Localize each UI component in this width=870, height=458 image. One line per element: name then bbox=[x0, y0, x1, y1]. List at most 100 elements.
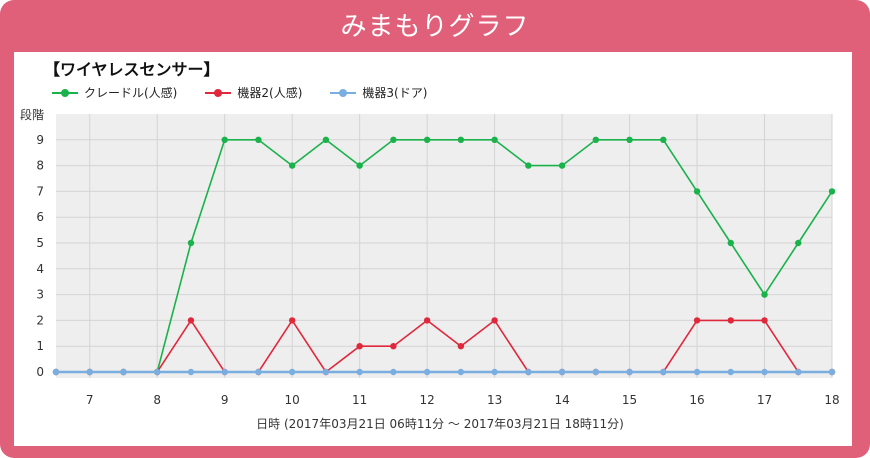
legend-swatch-series-1 bbox=[205, 87, 232, 99]
data-point[interactable] bbox=[423, 317, 431, 324]
data-point[interactable] bbox=[288, 368, 296, 376]
data-point[interactable] bbox=[322, 368, 330, 376]
data-point[interactable] bbox=[761, 291, 768, 298]
data-point[interactable] bbox=[322, 136, 330, 143]
x-tick-label: 9 bbox=[221, 393, 229, 407]
data-point[interactable] bbox=[423, 368, 431, 376]
data-point[interactable] bbox=[558, 368, 566, 376]
series-2 bbox=[52, 368, 836, 376]
data-point[interactable] bbox=[187, 368, 195, 376]
data-point[interactable] bbox=[693, 317, 701, 324]
data-point[interactable] bbox=[592, 136, 600, 143]
x-tick-label: 14 bbox=[554, 393, 569, 407]
data-point[interactable] bbox=[356, 368, 363, 376]
data-point[interactable] bbox=[660, 368, 667, 376]
data-point[interactable] bbox=[727, 317, 734, 324]
y-tick-label: 2 bbox=[36, 313, 44, 327]
data-point[interactable] bbox=[525, 368, 532, 376]
legend-item-series-0[interactable]: クレードル(人感) bbox=[52, 84, 177, 101]
x-tick-label: 10 bbox=[285, 393, 300, 407]
data-point[interactable] bbox=[525, 162, 532, 169]
data-point[interactable] bbox=[356, 162, 363, 169]
data-point[interactable] bbox=[761, 368, 768, 376]
data-point[interactable] bbox=[795, 239, 802, 247]
data-point[interactable] bbox=[761, 317, 768, 324]
data-point[interactable] bbox=[288, 317, 296, 324]
chart-panel: 【ワイヤレスセンサー】 クレードル(人感) 機器2(人感) 機器3(ドア) 0 1… bbox=[14, 52, 852, 446]
data-point[interactable] bbox=[558, 162, 566, 169]
data-point[interactable] bbox=[255, 136, 262, 143]
data-point[interactable] bbox=[255, 368, 262, 376]
y-axis-label: 段階 bbox=[20, 107, 44, 122]
data-point[interactable] bbox=[457, 368, 465, 376]
data-point[interactable] bbox=[828, 188, 836, 195]
data-point[interactable] bbox=[660, 136, 667, 143]
x-tick-label: 18 bbox=[824, 393, 839, 407]
x-tick-label: 12 bbox=[419, 393, 434, 407]
y-tick-label: 8 bbox=[36, 159, 44, 173]
data-point[interactable] bbox=[626, 136, 633, 143]
data-point[interactable] bbox=[221, 136, 228, 143]
y-tick-label: 5 bbox=[36, 236, 44, 250]
x-tick-label: 13 bbox=[487, 393, 502, 407]
data-point[interactable] bbox=[120, 368, 127, 376]
y-tick-label: 6 bbox=[36, 210, 44, 224]
series-line bbox=[56, 138, 833, 373]
data-point[interactable] bbox=[423, 136, 431, 143]
series-line bbox=[56, 318, 832, 374]
data-point[interactable] bbox=[693, 188, 701, 195]
data-point[interactable] bbox=[187, 317, 195, 324]
plot-area bbox=[56, 114, 832, 378]
data-point[interactable] bbox=[491, 368, 498, 376]
y-tick-label: 7 bbox=[36, 184, 44, 198]
data-point[interactable] bbox=[52, 368, 60, 376]
data-point[interactable] bbox=[390, 343, 397, 350]
x-tick-label: 8 bbox=[153, 393, 161, 407]
chart-title: 【ワイヤレスセンサー】 bbox=[44, 60, 220, 79]
data-point[interactable] bbox=[154, 368, 161, 376]
data-point[interactable] bbox=[356, 343, 363, 350]
data-point[interactable] bbox=[221, 368, 228, 376]
legend-label-series-2: 機器3(ドア) bbox=[362, 86, 428, 100]
y-tick-label: 9 bbox=[36, 133, 44, 147]
data-point[interactable] bbox=[727, 368, 734, 376]
data-point[interactable] bbox=[288, 162, 296, 169]
data-point[interactable] bbox=[86, 368, 93, 376]
data-point[interactable] bbox=[491, 136, 498, 143]
data-point[interactable] bbox=[491, 317, 498, 324]
data-point[interactable] bbox=[390, 368, 397, 376]
legend-swatch-series-2 bbox=[330, 87, 357, 99]
legend-item-series-1[interactable]: 機器2(人感) bbox=[205, 84, 302, 101]
gridlines bbox=[56, 114, 833, 378]
x-tick-label: 17 bbox=[757, 393, 772, 407]
legend-item-series-2[interactable]: 機器3(ドア) bbox=[330, 84, 427, 101]
y-tick-label: 4 bbox=[36, 262, 44, 276]
data-point[interactable] bbox=[390, 136, 397, 143]
chart-legend: クレードル(人感) 機器2(人感) 機器3(ドア) bbox=[52, 84, 427, 101]
data-point[interactable] bbox=[727, 239, 734, 247]
data-point[interactable] bbox=[187, 239, 195, 247]
data-point[interactable] bbox=[457, 136, 465, 143]
y-tick-label: 0 bbox=[36, 365, 44, 379]
x-axis-label: 日時 (2017年03月21日 06時11分 〜 2017年03月21日 18時… bbox=[256, 417, 624, 431]
legend-label-series-0: クレードル(人感) bbox=[84, 86, 178, 100]
x-tick-label: 7 bbox=[86, 393, 94, 407]
legend-label-series-1: 機器2(人感) bbox=[237, 86, 303, 100]
data-point[interactable] bbox=[626, 368, 633, 376]
x-tick-label: 16 bbox=[689, 393, 704, 407]
app-title: みまもりグラフ bbox=[340, 11, 530, 42]
y-tick-label: 1 bbox=[36, 339, 44, 353]
data-point[interactable] bbox=[795, 368, 802, 376]
data-point[interactable] bbox=[828, 368, 836, 376]
data-point[interactable] bbox=[693, 368, 701, 376]
y-tick-label: 3 bbox=[36, 288, 44, 302]
x-tick-label: 15 bbox=[622, 393, 637, 407]
series-layer bbox=[52, 136, 836, 376]
data-point[interactable] bbox=[457, 343, 465, 350]
data-point[interactable] bbox=[592, 368, 600, 376]
x-tick-label: 11 bbox=[352, 393, 367, 407]
legend-swatch-series-0 bbox=[52, 87, 78, 99]
